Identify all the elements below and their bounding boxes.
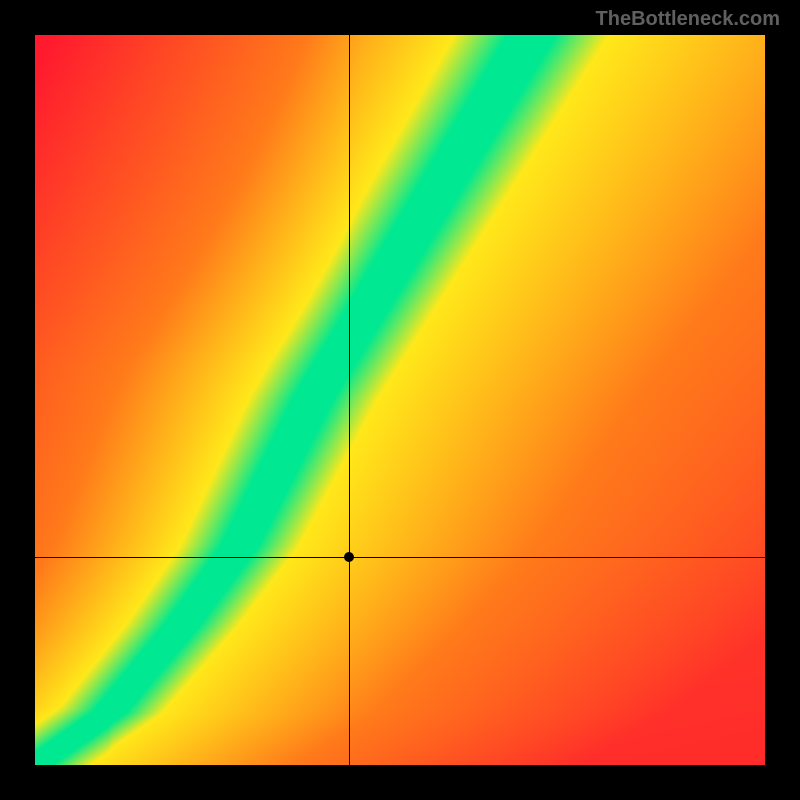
crosshair-vertical (349, 35, 350, 765)
heatmap-chart (35, 35, 765, 765)
marker-dot (344, 552, 354, 562)
crosshair-horizontal (35, 557, 765, 558)
watermark-text: TheBottleneck.com (596, 8, 780, 31)
heatmap-canvas (35, 35, 765, 765)
